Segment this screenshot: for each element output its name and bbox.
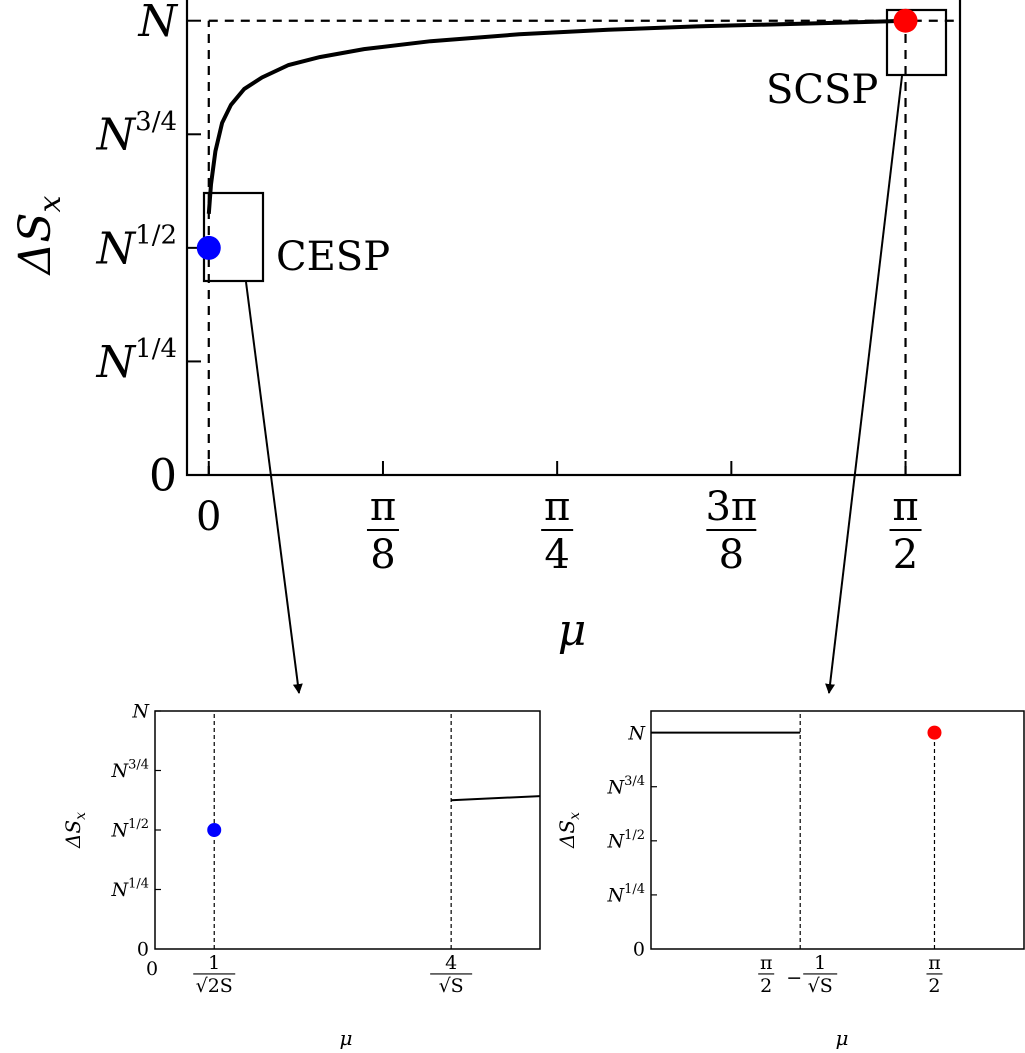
scsp-inset-chart: 0N1/4N1/2N3/4N π2 −1√Sπ2 ΔSx μ xyxy=(555,710,1025,1050)
y-tick-label: N1/2 xyxy=(110,817,149,842)
y-tick-label: N xyxy=(131,701,150,723)
cesp-point xyxy=(196,235,221,260)
x-tick-denominator: 8 xyxy=(370,532,395,578)
y-tick-label: N xyxy=(627,722,646,744)
x-tick-numerator: π xyxy=(928,952,941,974)
scsp-zoom-box xyxy=(885,8,948,77)
scsp-inset-frame xyxy=(650,710,1025,950)
scsp-inset-reference-lines xyxy=(799,711,936,949)
x-tick-denominator: 2 xyxy=(928,975,940,997)
y-tick-label: N1/4 xyxy=(110,877,149,902)
scsp-inset-x-ticks: π2 −1√Sπ2 xyxy=(758,952,943,997)
main-y-ticks: 0 N1/4 N1/2 N3/4 N xyxy=(96,0,201,501)
scsp-inset-point xyxy=(927,725,942,740)
x-tick-denominator: 2 xyxy=(760,975,772,997)
y-tick-label: 0 xyxy=(137,939,149,961)
y-tick-label: N1/4 xyxy=(96,334,177,388)
y-tick-label: N3/4 xyxy=(606,774,645,799)
x-tick-numerator: 1 xyxy=(814,952,826,974)
x-tick-numerator: 1 xyxy=(208,952,220,974)
x-tick-denominator: √S xyxy=(439,975,464,997)
cesp-inset-x-ticks: 1√2S 4√S xyxy=(193,952,473,997)
main-x-axis-label: μ xyxy=(558,605,587,656)
x-tick-label: 0 xyxy=(196,494,221,540)
y-tick-label: N1/2 xyxy=(96,220,177,274)
scsp-inset-x-axis-label: μ xyxy=(836,1026,849,1050)
scsp-inset-y-ticks: 0 N1/4 N1/2 N3/4 N xyxy=(606,722,657,961)
x-tick-numerator: 3π xyxy=(705,484,757,530)
main-y-axis-label: ΔSx xyxy=(10,196,68,277)
cesp-inset-y-axis-label: ΔSx xyxy=(61,812,89,849)
x-tick-denominator: √S xyxy=(808,975,833,997)
x-tick-minus: − xyxy=(786,967,802,989)
cesp-zoom-arrow xyxy=(245,281,303,694)
y-tick-label: N1/4 xyxy=(606,882,645,907)
x-tick-numerator: π xyxy=(544,484,570,530)
y-tick-label: N3/4 xyxy=(110,758,149,783)
x-tick-denominator: 4 xyxy=(544,532,569,578)
x-tick-denominator: √2S xyxy=(196,975,233,997)
cesp-inset-origin-label: 0 xyxy=(146,958,158,980)
x-tick-numerator: π xyxy=(370,484,396,530)
y-tick-label: N xyxy=(138,0,179,47)
main-plot-frame xyxy=(185,0,962,477)
cesp-inset-reference-lines xyxy=(213,711,452,949)
scsp-inset-y-axis-label: ΔSx xyxy=(555,812,583,849)
cesp-inset-point xyxy=(207,823,222,837)
scsp-zoom-arrow xyxy=(825,75,903,694)
cesp-inset-curve xyxy=(451,795,541,802)
x-tick-denominator: 2 xyxy=(893,532,918,578)
y-tick-label: N3/4 xyxy=(96,107,177,161)
y-tick-label: 0 xyxy=(633,939,645,961)
x-tick-numerator: π xyxy=(892,484,918,530)
scsp-label: SCSP xyxy=(766,67,878,113)
cesp-inset-x-axis-label: μ xyxy=(340,1026,353,1050)
y-tick-label: N1/2 xyxy=(606,828,645,853)
x-tick-numerator: 4 xyxy=(445,952,457,974)
main-curve xyxy=(206,18,906,214)
cesp-inset-chart: 0 N1/4 N1/2 N3/4 N 1√2S 4√S 0 ΔSx μ xyxy=(61,701,541,1050)
scsp-point xyxy=(893,8,918,33)
x-tick-numerator: π xyxy=(760,952,773,974)
cesp-label: CESP xyxy=(276,234,390,280)
y-tick-label: 0 xyxy=(149,450,177,501)
x-tick-denominator: 8 xyxy=(719,532,744,578)
cesp-inset-y-ticks: 0 N1/4 N1/2 N3/4 N xyxy=(110,701,161,961)
